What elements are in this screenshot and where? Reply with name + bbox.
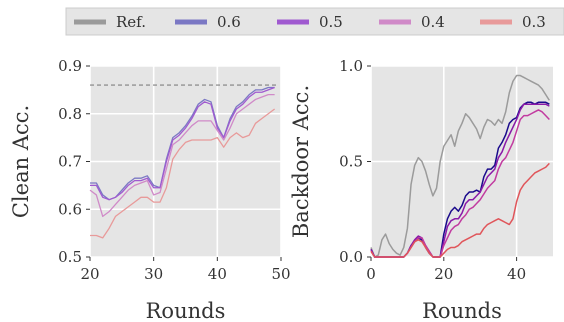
x-tick-label: 40	[507, 265, 526, 283]
series-line-05	[90, 86, 275, 201]
y-axis-label: Backdoor Acc.	[289, 85, 313, 238]
backdoor-accuracy-panel: 0 20 40 0.0 0.5 1.0 Rounds Backdoor Acc.	[289, 57, 553, 322]
y-tick-label: 0.5	[58, 248, 82, 266]
y-tick-label: 0.9	[58, 57, 82, 75]
y-tick-label: 0.6	[58, 200, 82, 218]
series-line-03	[90, 108, 276, 239]
x-tick-label: 20	[434, 265, 453, 283]
y-tick-label: 1.0	[339, 57, 363, 75]
x-tick-label: 30	[144, 265, 163, 283]
y-tick-label: 0.7	[58, 153, 82, 171]
series-line-ref	[370, 74, 550, 258]
y-tick-label: 0.8	[58, 105, 82, 123]
y-tick-label: 0.0	[339, 248, 363, 266]
x-tick-label: 50	[271, 265, 290, 283]
x-tick-label: 20	[80, 265, 99, 283]
x-tick-label: 0	[366, 265, 376, 283]
x-axis-label: Rounds	[422, 299, 502, 322]
series-line-03	[370, 162, 550, 258]
x-axis-label: Rounds	[146, 299, 226, 322]
legend-label: 0.5	[319, 13, 343, 31]
series-line-04	[89, 94, 275, 218]
clean-accuracy-panel: 20 30 40 50 0.5 0.6 0.7 0.8 0.9 Rounds Clean Acc.	[9, 57, 291, 322]
y-tick-label: 0.5	[339, 153, 363, 171]
y-axis-label: Clean Acc.	[9, 105, 33, 218]
x-tick-label: 40	[208, 265, 227, 283]
legend: Ref. 0.6 0.5 0.4 0.3	[65, 7, 564, 36]
legend-label: Ref.	[116, 13, 146, 31]
legend-label: 0.3	[522, 13, 546, 31]
legend-label: 0.6	[217, 13, 241, 31]
legend-label: 0.4	[421, 13, 445, 31]
series-line-06	[90, 86, 275, 201]
